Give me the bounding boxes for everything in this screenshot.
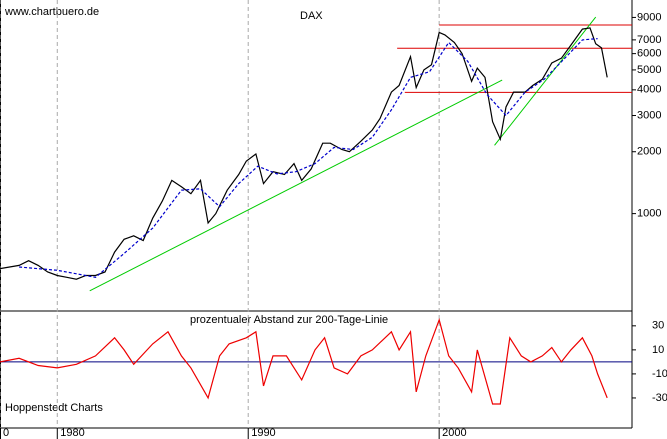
y-tick-label: 10 — [652, 344, 664, 356]
data-line — [0, 317, 608, 405]
y-tick-label: 2000 — [637, 146, 661, 158]
y-tick-label: 3000 — [637, 109, 661, 121]
x-tick-label: 1990 — [251, 427, 275, 439]
chart-title: DAX — [300, 10, 323, 22]
y-tick-label: -10 — [652, 368, 667, 380]
y-tick-label: 30 — [652, 320, 664, 332]
note: Hoppenstedt Charts — [5, 402, 103, 414]
source-box — [3, 5, 107, 19]
y-tick-label: 4000 — [637, 84, 661, 96]
data-line — [19, 38, 598, 278]
data-line — [0, 27, 608, 280]
y-tick-label: -30 — [652, 392, 667, 404]
y-tick-label: 1000 — [637, 208, 661, 220]
trend-line — [494, 16, 597, 146]
x-tick-label: 1980 — [60, 427, 84, 439]
oscillator-title: prozentualer Abstand zur 200-Tage-Linie — [190, 314, 388, 326]
y-tick-label: 7000 — [637, 34, 661, 46]
y-tick-label: 6000 — [637, 48, 661, 60]
source: www.chartbuero.de — [4, 6, 99, 18]
x-tick-label: 2000 — [442, 427, 466, 439]
x-tick-label: 0 — [3, 427, 9, 439]
trend-line — [89, 79, 503, 292]
y-tick-label: 9000 — [637, 11, 661, 23]
y-tick-label: 5000 — [637, 64, 661, 76]
